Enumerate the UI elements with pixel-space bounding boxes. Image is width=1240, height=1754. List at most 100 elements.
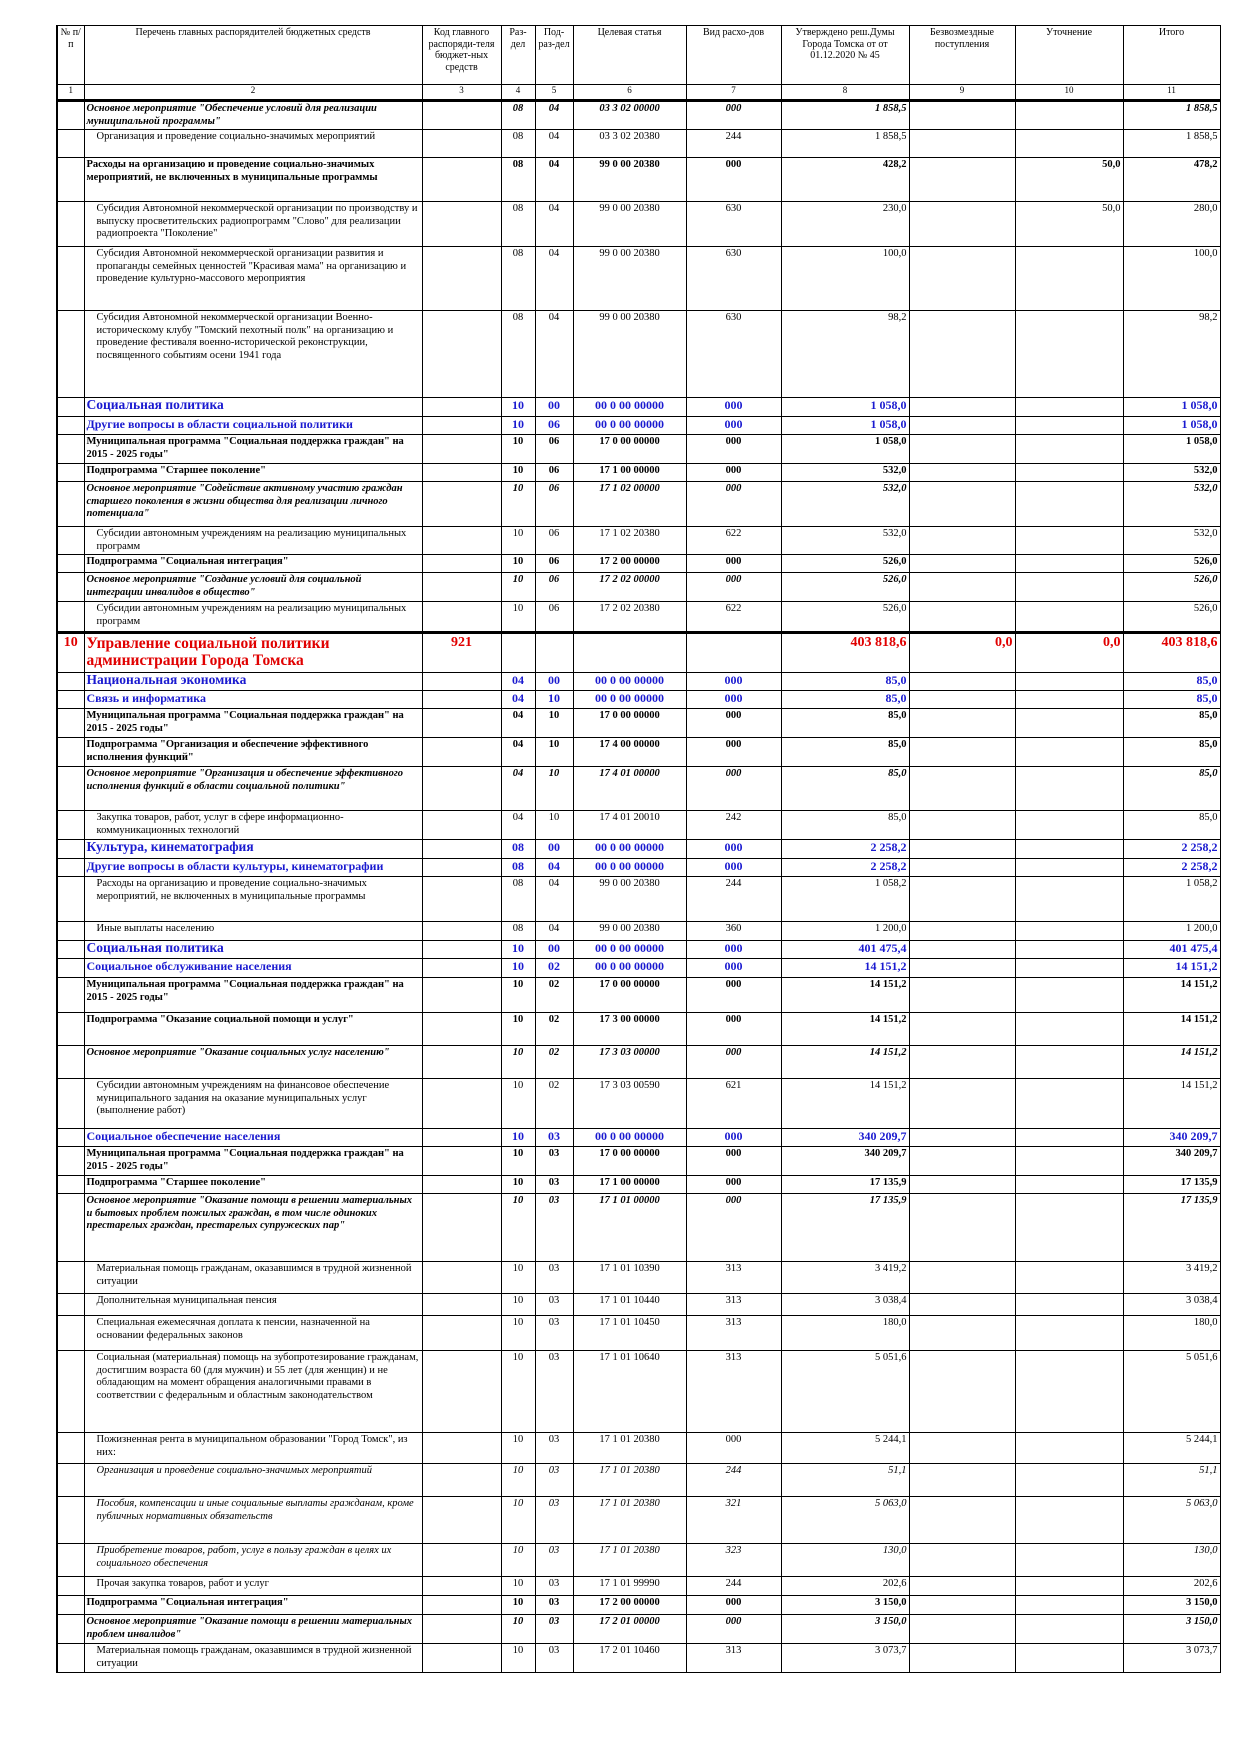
table-cell <box>908 876 1016 922</box>
table-cell <box>421 690 502 709</box>
table-cell: 17 1 01 10440 <box>572 1293 687 1316</box>
table-cell: 85,0 <box>780 737 910 767</box>
table-cell: Специальная ежемесячная доплата к пенсии… <box>83 1315 423 1351</box>
table-cell <box>56 129 85 158</box>
table-cell: 04 <box>534 876 574 922</box>
table-cell: 10 <box>500 416 536 435</box>
table-cell <box>421 397 502 417</box>
table-cell: 622 <box>685 601 782 633</box>
data-row: Специальная ежемесячная доплата к пенсии… <box>56 1315 1221 1351</box>
table-cell: 02 <box>534 977 574 1013</box>
table-cell <box>1014 839 1124 859</box>
column-number: 11 <box>1122 84 1221 102</box>
table-cell: Пособия, компенсации и иные социальные в… <box>83 1496 423 1544</box>
table-cell: 17 135,9 <box>780 1175 910 1194</box>
table-cell: 00 <box>534 397 574 417</box>
table-cell: 10 <box>500 958 536 978</box>
table-cell: Закупка товаров, работ, услуг в сфере ин… <box>83 810 423 840</box>
table-cell: 17 4 01 00000 <box>572 766 687 811</box>
data-row: Материальная помощь гражданам, оказавшим… <box>56 1643 1221 1673</box>
table-cell <box>421 310 502 398</box>
table-cell: 10 <box>500 1012 536 1046</box>
table-cell: Субсидия Автономной некоммерческой орган… <box>83 246 423 311</box>
table-cell: 10 <box>500 397 536 417</box>
table-cell: 000 <box>685 858 782 877</box>
data-row: Иные выплаты населению 08 04 99 0 00 20380 3… <box>56 921 1221 941</box>
table-cell <box>908 1614 1016 1644</box>
table-cell <box>908 554 1016 573</box>
table-cell: 14 151,2 <box>1122 1045 1221 1079</box>
table-cell: Пожизненная рента в муниципальном образо… <box>83 1432 423 1464</box>
column-number: 4 <box>500 84 536 102</box>
table-cell <box>908 1293 1016 1316</box>
table-cell <box>1014 921 1124 941</box>
table-cell: 17 1 02 20380 <box>572 526 687 555</box>
table-cell: Другие вопросы в области социальной поли… <box>83 416 423 435</box>
table-cell: Организация и проведение социально-значи… <box>83 129 423 158</box>
table-cell: 1 858,5 <box>780 100 910 130</box>
table-cell: Основное мероприятие "Организация и обес… <box>83 766 423 811</box>
table-cell: Национальная экономика <box>83 672 423 691</box>
table-cell: 3 150,0 <box>1122 1595 1221 1615</box>
table-cell <box>1014 1146 1124 1176</box>
table-cell <box>1014 1595 1124 1615</box>
table-cell <box>1014 858 1124 877</box>
table-cell: 03 3 02 00000 <box>572 100 687 130</box>
table-cell <box>908 921 1016 941</box>
table-cell: 99 0 00 20380 <box>572 201 687 247</box>
table-cell <box>908 397 1016 417</box>
table-cell <box>421 977 502 1013</box>
table-cell: 03 <box>534 1128 574 1147</box>
header-row: № п/п Перечень главных распорядителей бюд… <box>56 25 1221 85</box>
table-cell <box>56 1463 85 1497</box>
column-number: 5 <box>534 84 574 102</box>
table-cell: 85,0 <box>1122 810 1221 840</box>
table-cell: 000 <box>685 1595 782 1615</box>
table-cell: 10 <box>500 554 536 573</box>
table-cell: 2 258,2 <box>1122 839 1221 859</box>
table-cell: 03 <box>534 1543 574 1577</box>
table-cell: Основное мероприятие "Оказание социальны… <box>83 1045 423 1079</box>
table-cell: Другие вопросы в области культуры, кинем… <box>83 858 423 877</box>
table-cell: Социальная (материальная) помощь на зубо… <box>83 1350 423 1433</box>
table-cell: Субсидии автономным учреждениям на финан… <box>83 1078 423 1129</box>
table-body: № п/п Перечень главных распорядителей бюд… <box>56 25 1221 1673</box>
table-cell: 403 818,6 <box>780 631 910 673</box>
table-cell: 17 1 00 00000 <box>572 463 687 482</box>
table-cell: 08 <box>500 310 536 398</box>
table-cell <box>421 672 502 691</box>
table-cell: 17 3 00 00000 <box>572 1012 687 1046</box>
table-cell <box>56 1078 85 1129</box>
table-cell: 04 <box>500 810 536 840</box>
table-cell <box>56 1261 85 1294</box>
table-cell: 1 058,0 <box>1122 434 1221 464</box>
table-cell <box>500 631 536 673</box>
table-cell: 17 0 00 00000 <box>572 1146 687 1176</box>
data-row: Подпрограмма "Старшее поколение" 10 06 17 1… <box>56 463 1221 482</box>
table-cell: 1 058,0 <box>780 416 910 435</box>
table-cell: 51,1 <box>780 1463 910 1497</box>
table-cell <box>908 1078 1016 1129</box>
table-cell: 000 <box>685 737 782 767</box>
table-cell <box>421 526 502 555</box>
data-row: Прочая закупка товаров, работ и услуг 10 0… <box>56 1576 1221 1596</box>
table-cell: 04 <box>500 766 536 811</box>
table-cell <box>1014 672 1124 691</box>
table-cell: 3 419,2 <box>780 1261 910 1294</box>
table-cell <box>908 201 1016 247</box>
data-row: Приобретение товаров, работ, услуг в пол… <box>56 1543 1221 1577</box>
table-cell: 04 <box>534 201 574 247</box>
data-row: Закупка товаров, работ, услуг в сфере ин… <box>56 810 1221 840</box>
table-cell <box>1014 1643 1124 1673</box>
table-cell: 08 <box>500 157 536 202</box>
table-cell <box>56 1595 85 1615</box>
table-cell: 08 <box>500 839 536 859</box>
table-cell <box>56 310 85 398</box>
table-cell: 340 209,7 <box>780 1128 910 1147</box>
table-cell <box>1014 572 1124 602</box>
table-cell: 03 <box>534 1463 574 1497</box>
table-cell <box>1014 554 1124 573</box>
table-cell: 428,2 <box>780 157 910 202</box>
table-cell <box>1014 397 1124 417</box>
table-cell: 17 2 00 00000 <box>572 1595 687 1615</box>
